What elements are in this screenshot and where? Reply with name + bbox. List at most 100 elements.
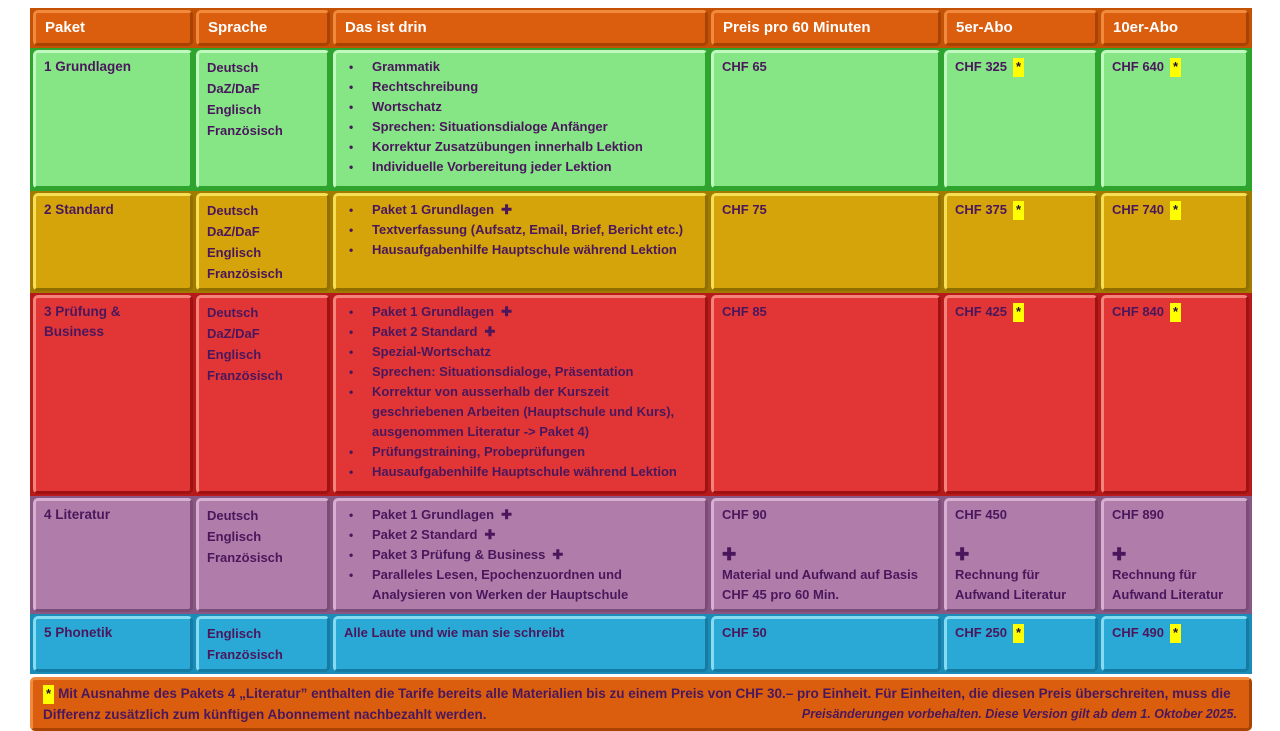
price-text: CHF 490 <box>1112 625 1165 640</box>
price-value: CHF 50 <box>722 623 930 643</box>
price-text: CHF 375 <box>955 202 1008 217</box>
content-text: Wortschatz <box>372 99 442 114</box>
content-item: • Korrektur von ausserhalb der Kurszeit g… <box>344 382 697 442</box>
column-header: Paket <box>33 10 193 46</box>
bullet-icon: • <box>349 243 354 257</box>
price-value: CHF 450 <box>955 505 1087 525</box>
inhalt-cell: • Paket 1 Grundlagen ✚ • Textverfassung (Auf… <box>333 193 708 291</box>
content-text: Korrektur Zusatzübungen innerhalb Lektio… <box>372 139 643 154</box>
language-label: Deutsch <box>207 305 259 320</box>
price-text: CHF 85 <box>722 304 767 319</box>
column-header: Preis pro 60 Minuten <box>711 10 941 46</box>
price-value: CHF 490 * <box>1112 623 1238 643</box>
footnote-asterisk-highlight: * <box>43 685 55 704</box>
plus-icon: ✚ <box>501 202 512 217</box>
price-text: CHF 640 <box>1112 59 1165 74</box>
sprache-cell: Deutsch DaZ/DaF Englisch Französisch <box>196 50 330 189</box>
price-text: CHF 425 <box>955 304 1008 319</box>
content-text: Paket 1 Grundlagen ✚ <box>372 304 512 319</box>
content-text: Prüfungstraining, Probeprüfungen <box>372 444 586 459</box>
price-value: CHF 65 <box>722 57 930 77</box>
paket-cell: 5 Phonetik <box>33 616 193 672</box>
bullet-icon: • <box>349 203 354 217</box>
language-label: DaZ/DaF <box>207 224 260 239</box>
column-header: Sprache <box>196 10 330 46</box>
language-label: Französisch <box>207 123 283 138</box>
price-value: CHF 90 <box>722 505 930 525</box>
bullet-icon: • <box>349 80 354 94</box>
sprache-cell: Deutsch DaZ/DaF Englisch Französisch <box>196 295 330 494</box>
bullet-icon: • <box>349 325 354 339</box>
abo5-cell: CHF 375 * <box>944 193 1098 291</box>
paket-cell: 1 Grundlagen <box>33 50 193 189</box>
language-label: Deutsch <box>207 508 259 523</box>
content-item: • Spezial-Wortschatz <box>344 342 697 362</box>
price-extra-text: Material und Aufwand auf Basis CHF 45 pr… <box>722 567 918 602</box>
asterisk-highlight: * <box>1170 201 1182 220</box>
price-text: CHF 325 <box>955 59 1008 74</box>
language-label: Englisch <box>207 626 262 641</box>
abo10-cell: CHF 840 * <box>1101 295 1249 494</box>
pricing-table: Paket Sprache Das ist drin Preis pro 60 Min… <box>30 8 1252 674</box>
bullet-icon: • <box>349 445 354 459</box>
bullet-icon: • <box>349 305 354 319</box>
column-header: 10er-Abo <box>1101 10 1249 46</box>
abo5-cell: CHF 325 * <box>944 50 1098 189</box>
asterisk-highlight: * <box>1013 624 1025 643</box>
inhalt-cell: Alle Laute und wie man sie schreibt <box>333 616 708 672</box>
asterisk-highlight: * <box>1013 58 1025 77</box>
price-60min-cell: CHF 50 <box>711 616 941 672</box>
content-text: Paralleles Lesen, Epochenzuordnen und An… <box>372 567 629 602</box>
bullet-icon: • <box>349 508 354 522</box>
abo5-cell: CHF 425 * <box>944 295 1098 494</box>
plus-icon: ✚ <box>484 324 496 339</box>
inhalt-cell: • Grammatik • Rechtschreibung • Wortschatz • Sp… <box>333 50 708 189</box>
price-value: CHF 740 * <box>1112 200 1238 220</box>
price-60min-cell: CHF 75 <box>711 193 941 291</box>
content-text: Korrektur von ausserhalb der Kurszeit ge… <box>372 384 675 439</box>
table-header-row: Paket Sprache Das ist drin Preis pro 60 Min… <box>30 8 1252 48</box>
paket-cell: 2 Standard <box>33 193 193 291</box>
price-text: CHF 890 <box>1112 507 1165 522</box>
price-value: CHF 75 <box>722 200 930 220</box>
language-label: Englisch <box>207 102 262 117</box>
bullet-icon: • <box>349 160 354 174</box>
price-extra-text: Rechnung für Aufwand Literatur <box>955 567 1067 602</box>
bullet-icon: • <box>349 140 354 154</box>
plus-icon: ✚ <box>501 304 512 319</box>
price-value: CHF 425 * <box>955 302 1087 322</box>
footnote: * Mit Ausnahme des Pakets 4 „Literatur” e… <box>30 677 1252 731</box>
price-text: CHF 90 <box>722 507 767 522</box>
column-header: 5er-Abo <box>944 10 1098 46</box>
asterisk-highlight: * <box>1170 624 1182 643</box>
language-label: Englisch <box>207 245 262 260</box>
price-value: CHF 250 * <box>955 623 1087 643</box>
price-text: CHF 50 <box>722 625 767 640</box>
price-extra-text: Rechnung für Aufwand Literatur <box>1112 567 1224 602</box>
content-text: Alle Laute und wie man sie schreibt <box>344 625 565 640</box>
sprache-cell: Englisch Französisch <box>196 616 330 672</box>
table-row: 1 Grundlagen Deutsch DaZ/DaF Englisch Franzö… <box>30 48 1252 191</box>
content-item: • Individuelle Vorbereitung jeder Lektion <box>344 157 697 177</box>
asterisk-highlight: * <box>1170 58 1182 77</box>
bullet-icon: • <box>349 465 354 479</box>
bullet-icon: • <box>349 223 354 237</box>
table-row: 3 Prüfung & Business Deutsch DaZ/DaF Englis… <box>30 293 1252 496</box>
content-item: • Wortschatz <box>344 97 697 117</box>
content-text: Hausaufgabenhilfe Hauptschule während Le… <box>372 242 677 257</box>
content-text: Spezial-Wortschatz <box>372 344 491 359</box>
bullet-icon: • <box>349 60 354 74</box>
bullet-icon: • <box>349 120 354 134</box>
inhalt-cell: • Paket 1 Grundlagen ✚ • Paket 2 Standard ✚ • S… <box>333 295 708 494</box>
content-text: Rechtschreibung <box>372 79 479 94</box>
abo5-cell: CHF 450 ✚ Rechnung für Aufwand Literatur <box>944 498 1098 612</box>
footnote-text: Mit Ausnahme des Pakets 4 „Literatur” en… <box>43 686 1231 722</box>
asterisk-highlight: * <box>1013 201 1025 220</box>
bullet-icon: • <box>349 548 354 562</box>
language-label: Französisch <box>207 368 283 383</box>
plus-icon: ✚ <box>484 527 496 542</box>
content-item: • Sprechen: Situationsdialoge, Präsentati… <box>344 362 697 382</box>
plus-icon: ✚ <box>501 507 512 522</box>
asterisk-highlight: * <box>1170 303 1182 322</box>
